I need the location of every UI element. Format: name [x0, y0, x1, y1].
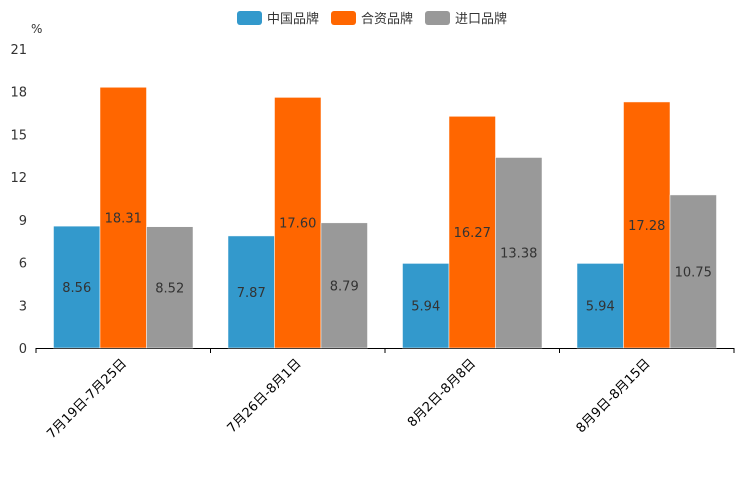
bar-value-label: 13.38	[500, 247, 537, 262]
bar-value-label: 7.87	[237, 286, 266, 301]
bar-value-label: 8.79	[330, 279, 359, 294]
bar[interactable]	[448, 116, 496, 349]
legend-item-china-brand[interactable]: 中国品牌	[236, 8, 319, 27]
legend-item-jv-brand[interactable]: 合资品牌	[330, 8, 413, 27]
bar[interactable]	[320, 222, 368, 349]
legend-swatch-china-brand	[236, 10, 262, 25]
bar-value-label: 5.94	[411, 300, 440, 315]
bar-value-label: 17.28	[628, 219, 665, 234]
bar-value-label: 10.75	[675, 265, 712, 280]
y-tick-label: 12	[10, 171, 27, 186]
legend-label-import-brand: 进口品牌	[455, 12, 508, 27]
bar[interactable]	[227, 235, 275, 349]
legend-item-import-brand[interactable]: 进口品牌	[425, 8, 507, 27]
chart-legend: 中国品牌 合资品牌 进口品牌	[0, 8, 744, 27]
legend-label-jv-brand: 合资品牌	[360, 12, 413, 27]
y-tick-label: 6	[19, 257, 27, 272]
y-tick-label: 9	[19, 214, 27, 229]
bar[interactable]	[623, 101, 671, 349]
bar[interactable]	[402, 263, 450, 349]
y-tick-label: 18	[10, 86, 27, 101]
bar-value-label: 8.56	[62, 281, 91, 296]
y-axis-unit: %	[31, 22, 43, 36]
y-tick-label: 0	[19, 342, 27, 357]
y-tick-label: 3	[19, 299, 27, 314]
x-category-label: 8月2日-8月8日	[405, 356, 479, 430]
bar[interactable]	[99, 87, 147, 349]
bar-value-label: 16.27	[454, 226, 491, 241]
y-tick-label: 21	[10, 43, 27, 58]
bar[interactable]	[669, 194, 717, 349]
y-tick-label: 15	[10, 128, 27, 143]
bar[interactable]	[274, 97, 322, 349]
bar[interactable]	[495, 157, 543, 349]
x-category-label: 7月19日-7月25日	[44, 356, 130, 442]
bar[interactable]	[146, 226, 194, 349]
bar-value-label: 17.60	[279, 217, 316, 232]
legend-swatch-import-brand	[425, 10, 450, 25]
bar-value-label: 18.31	[105, 212, 142, 227]
x-category-label: 8月9日-8月15日	[574, 356, 654, 436]
legend-swatch-jv-brand	[330, 10, 356, 25]
x-category-label: 7月26日-8月1日	[225, 356, 305, 436]
bar-value-label: 8.52	[155, 281, 184, 296]
legend-label-china-brand: 中国品牌	[266, 12, 319, 27]
bar[interactable]	[53, 225, 101, 349]
bar[interactable]	[576, 263, 624, 349]
bar-value-label: 5.94	[586, 300, 615, 315]
